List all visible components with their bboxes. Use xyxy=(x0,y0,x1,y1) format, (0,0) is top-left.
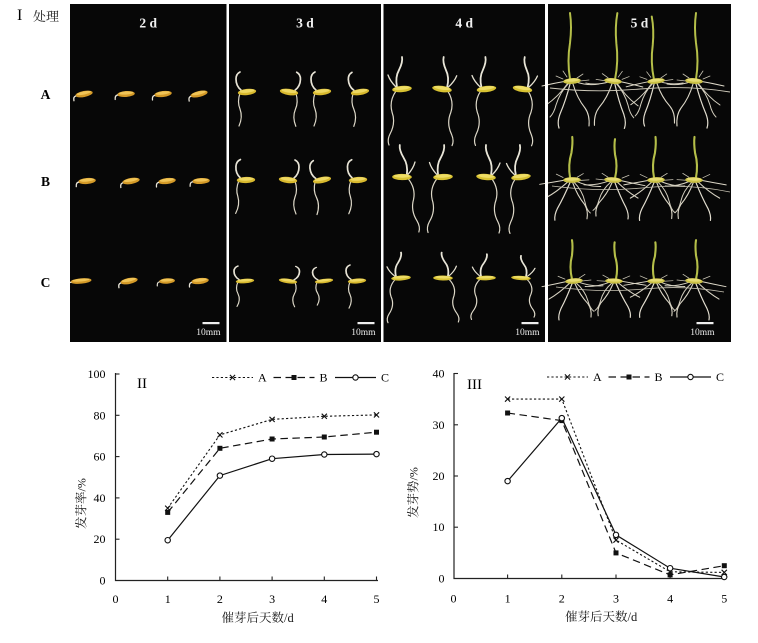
svg-text:40: 40 xyxy=(94,491,106,505)
svg-text:4: 4 xyxy=(667,592,673,606)
svg-text:II: II xyxy=(137,376,147,392)
svg-text:100: 100 xyxy=(88,367,106,381)
svg-text:10: 10 xyxy=(433,520,445,534)
svg-text:5: 5 xyxy=(374,592,380,606)
svg-text:2: 2 xyxy=(217,592,223,606)
svg-text:3 d: 3 d xyxy=(296,16,314,31)
svg-text:/%: /% xyxy=(407,467,421,480)
svg-text:2 d: 2 d xyxy=(139,16,157,31)
svg-text:III: III xyxy=(467,377,482,393)
svg-text:0: 0 xyxy=(100,574,106,588)
svg-text:10mm: 10mm xyxy=(515,328,540,338)
svg-text:10mm: 10mm xyxy=(690,328,715,338)
svg-text:C: C xyxy=(41,275,51,290)
svg-text:0: 0 xyxy=(439,572,445,586)
svg-text:A: A xyxy=(258,371,267,385)
svg-text:40: 40 xyxy=(433,367,445,381)
svg-text:20: 20 xyxy=(94,532,106,546)
svg-text:4: 4 xyxy=(321,592,327,606)
svg-text:20: 20 xyxy=(433,469,445,483)
svg-text:2: 2 xyxy=(559,592,565,606)
svg-text:10mm: 10mm xyxy=(196,328,221,338)
svg-text:A: A xyxy=(593,370,602,384)
svg-text:0: 0 xyxy=(113,592,119,606)
svg-text:5 d: 5 d xyxy=(631,16,649,31)
svg-text:/d: /d xyxy=(284,611,294,625)
svg-text:C: C xyxy=(381,371,389,385)
svg-text:C: C xyxy=(716,370,724,384)
svg-text:30: 30 xyxy=(433,418,445,432)
svg-text:1: 1 xyxy=(165,592,171,606)
svg-text:3: 3 xyxy=(613,592,619,606)
svg-text:60: 60 xyxy=(94,450,106,464)
svg-text:A: A xyxy=(41,87,51,102)
svg-text:1: 1 xyxy=(505,592,511,606)
svg-text:/d: /d xyxy=(628,610,638,624)
svg-text:10mm: 10mm xyxy=(351,328,376,338)
svg-text:0: 0 xyxy=(451,592,457,606)
svg-text:80: 80 xyxy=(94,408,106,422)
svg-text:/%: /% xyxy=(75,478,89,491)
svg-text:3: 3 xyxy=(269,592,275,606)
svg-text:4 d: 4 d xyxy=(455,16,473,31)
svg-text:B: B xyxy=(320,371,328,385)
svg-text:5: 5 xyxy=(721,592,727,606)
svg-text:I: I xyxy=(17,7,22,24)
svg-text:B: B xyxy=(41,174,50,189)
svg-text:B: B xyxy=(655,370,663,384)
